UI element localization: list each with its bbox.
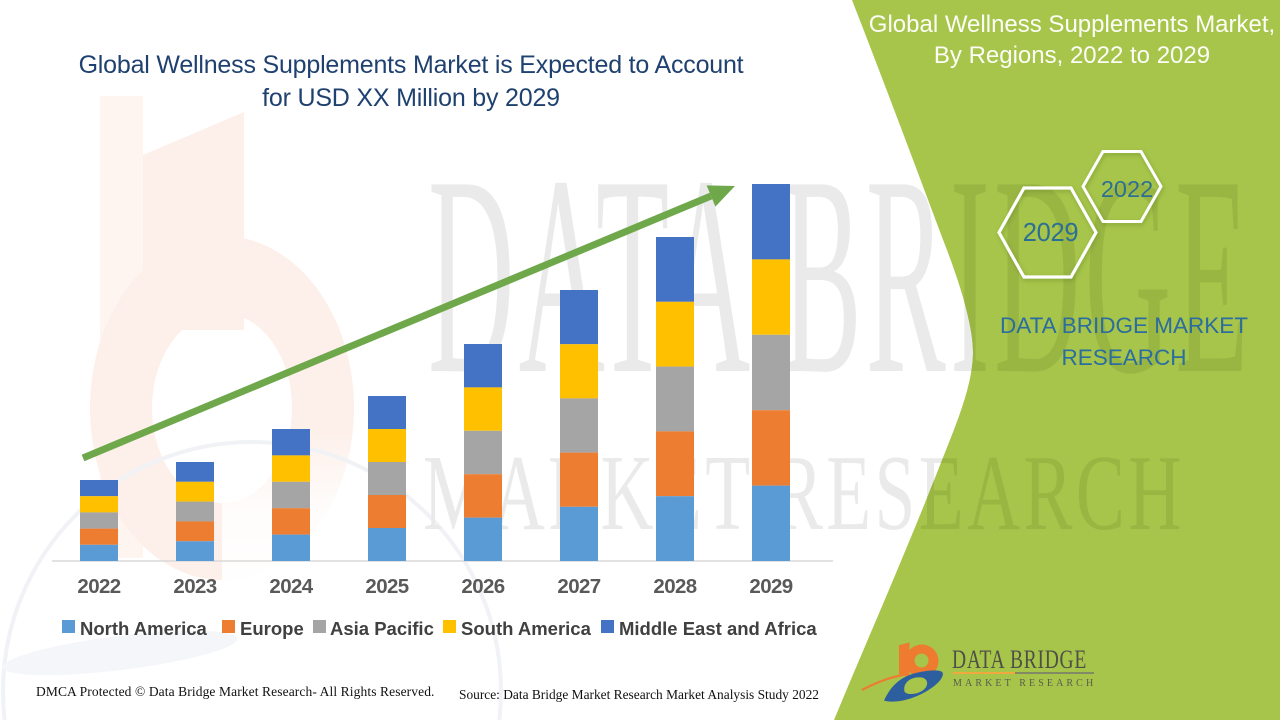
svg-text:DATA BRIDGE: DATA BRIDGE (952, 645, 1087, 673)
svg-text:MARKET RESEARCH: MARKET RESEARCH (953, 678, 1096, 689)
